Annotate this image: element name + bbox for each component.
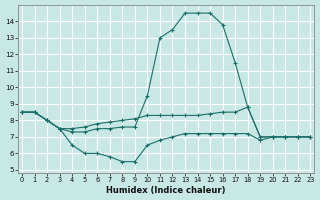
X-axis label: Humidex (Indice chaleur): Humidex (Indice chaleur): [107, 186, 226, 195]
